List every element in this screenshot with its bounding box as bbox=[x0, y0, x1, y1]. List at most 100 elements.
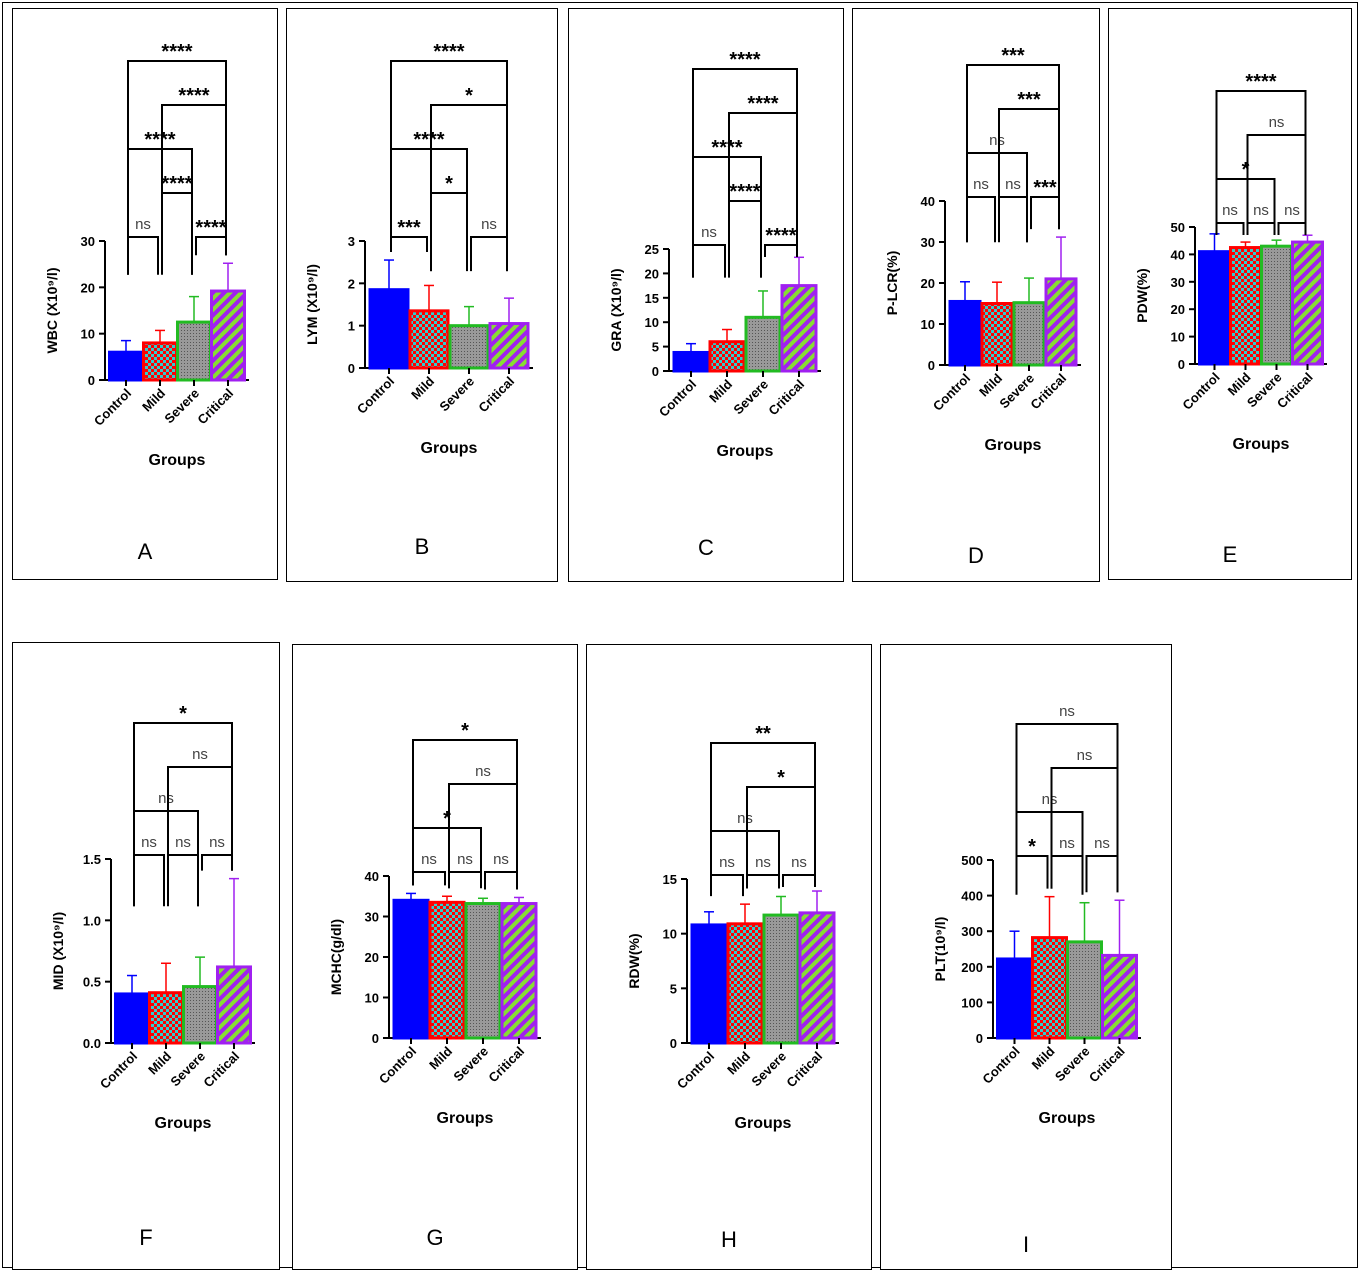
bar-control bbox=[108, 350, 144, 382]
bar-control bbox=[690, 923, 728, 1045]
x-tick-label: Mild bbox=[706, 376, 735, 405]
y-axis-label: P-LCR(%) bbox=[884, 251, 900, 316]
x-tick-label: Severe bbox=[748, 1049, 789, 1090]
significance-label: ns bbox=[481, 216, 497, 233]
bar-mild bbox=[708, 340, 746, 373]
y-tick-label: 3 bbox=[348, 234, 355, 249]
y-tick-label: 10 bbox=[645, 315, 659, 330]
bar-control bbox=[996, 957, 1033, 1040]
bar-mild bbox=[408, 309, 450, 370]
bar-severe bbox=[1012, 301, 1046, 367]
significance-label: ns bbox=[701, 224, 717, 241]
bar-critical bbox=[500, 902, 538, 1040]
significance-label: ns bbox=[141, 834, 157, 851]
panel-letter: I bbox=[1022, 1232, 1030, 1257]
bar-critical bbox=[210, 289, 246, 382]
bar-control bbox=[392, 898, 430, 1040]
significance-label: **** bbox=[1245, 71, 1276, 93]
x-tick-label: Critical bbox=[475, 374, 517, 416]
significance-label: ns bbox=[755, 854, 771, 871]
x-tick-label: Mild bbox=[139, 385, 168, 414]
significance-label: *** bbox=[1017, 89, 1041, 111]
y-tick-label: 400 bbox=[961, 889, 983, 904]
y-tick-label: 20 bbox=[921, 276, 935, 291]
y-tick-label: 30 bbox=[1171, 275, 1185, 290]
x-axis-label: Groups bbox=[1233, 436, 1290, 453]
significance-label: ns bbox=[135, 216, 151, 233]
bar-critical bbox=[1044, 277, 1078, 367]
significance-label: ns bbox=[1005, 176, 1021, 193]
significance-bracket bbox=[167, 854, 199, 907]
significance-label: *** bbox=[1001, 45, 1025, 67]
x-tick-label: Severe bbox=[436, 374, 477, 415]
y-tick-label: 20 bbox=[81, 280, 95, 295]
significance-bracket bbox=[430, 192, 468, 272]
bar-mild bbox=[726, 922, 764, 1045]
x-tick-label: Mild bbox=[426, 1043, 455, 1072]
x-tick-label: Severe bbox=[167, 1049, 208, 1090]
y-tick-label: 10 bbox=[81, 327, 95, 342]
significance-bracket bbox=[390, 236, 428, 253]
significance-label: ns bbox=[175, 834, 191, 851]
bar-control bbox=[948, 299, 982, 367]
significance-label: ns bbox=[457, 851, 473, 868]
y-tick-label: 15 bbox=[645, 291, 659, 306]
significance-bracket bbox=[1215, 90, 1307, 226]
significance-label: **** bbox=[729, 181, 760, 203]
panel-e: 0 10 20 30 40 50 PDW(%) Control Mild Severe Critic… bbox=[1108, 8, 1352, 580]
y-tick-label: 40 bbox=[1171, 247, 1185, 262]
significance-bracket bbox=[127, 236, 159, 275]
bar-mild bbox=[148, 991, 184, 1045]
significance-label: ns bbox=[1094, 835, 1110, 852]
x-tick-label: Mild bbox=[1029, 1043, 1058, 1072]
y-axis-label: RDW(%) bbox=[626, 933, 642, 988]
significance-label: **** bbox=[413, 129, 444, 151]
bar-severe bbox=[448, 324, 490, 370]
x-tick-label: Control bbox=[1179, 370, 1222, 413]
significance-label: ns bbox=[973, 176, 989, 193]
significance-label: * bbox=[465, 85, 473, 107]
significance-label: **** bbox=[161, 41, 192, 63]
significance-label: * bbox=[777, 767, 785, 789]
significance-bracket bbox=[966, 196, 996, 243]
y-axis-label: GRA (X10⁹/l) bbox=[608, 268, 624, 351]
significance-bracket bbox=[484, 871, 518, 890]
x-tick-label: Critical bbox=[765, 377, 807, 419]
significance-bracket bbox=[728, 200, 762, 278]
significance-bracket bbox=[1050, 767, 1119, 889]
bar-critical bbox=[216, 965, 252, 1045]
bar-mild bbox=[1229, 246, 1262, 366]
significance-label: *** bbox=[397, 217, 421, 239]
x-axis-label: Groups bbox=[155, 1115, 212, 1132]
chart-a: 0 10 20 30 WBC (X10⁹/l) Control MildSevereCrit… bbox=[44, 41, 249, 469]
x-axis-label: Groups bbox=[1039, 1110, 1096, 1127]
y-tick-label: 15 bbox=[663, 872, 677, 887]
chart-f: 0.0 0.5 1.0 1.5 MID (X10⁹/l) Control MildSever… bbox=[50, 703, 255, 1132]
significance-bracket bbox=[133, 722, 233, 871]
panel-letter: D bbox=[968, 543, 984, 568]
y-tick-label: 1 bbox=[348, 319, 355, 334]
chart-c: 0 5 10 15 20 25 GRA (X10⁹/l) Control MildSevereC… bbox=[608, 49, 821, 460]
x-tick-label: Control bbox=[930, 371, 973, 414]
x-axis-label: Groups bbox=[735, 1115, 792, 1132]
significance-label: ns bbox=[791, 854, 807, 871]
x-axis-label: Groups bbox=[149, 452, 206, 469]
significance-bracket bbox=[966, 64, 1060, 230]
x-axis-label: Groups bbox=[421, 440, 478, 457]
y-axis-label: PDW(%) bbox=[1134, 268, 1150, 322]
significance-bracket bbox=[1030, 196, 1060, 230]
y-tick-label: 30 bbox=[365, 910, 379, 925]
y-tick-label: 10 bbox=[1171, 330, 1185, 345]
x-tick-label: Severe bbox=[161, 386, 202, 427]
significance-bracket bbox=[710, 874, 744, 897]
significance-bracket bbox=[1050, 855, 1084, 889]
significance-label: **** bbox=[711, 137, 742, 159]
significance-label: * bbox=[443, 808, 451, 830]
bar-mild bbox=[428, 900, 466, 1040]
x-tick-label: Control bbox=[97, 1049, 140, 1092]
significance-bracket bbox=[195, 236, 227, 256]
panel-letter: F bbox=[139, 1225, 153, 1250]
significance-bracket bbox=[998, 108, 1060, 230]
panel-b: 0 1 2 3 LYM (X10⁹/l) Control Mild Severe Critica… bbox=[286, 8, 558, 582]
significance-label: *** bbox=[1033, 177, 1057, 199]
